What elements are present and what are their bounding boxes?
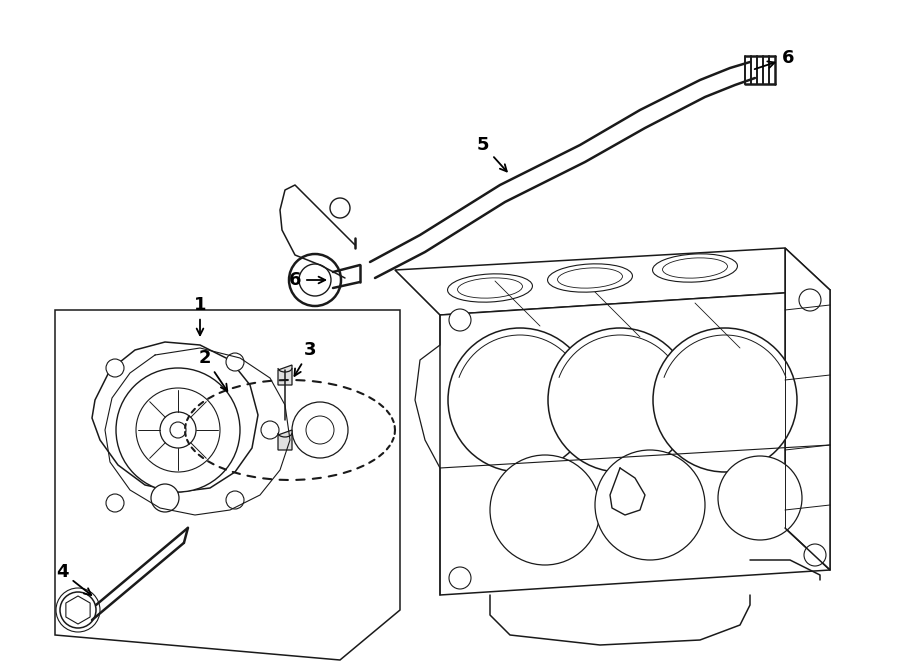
Circle shape — [151, 484, 179, 512]
Text: 3: 3 — [294, 341, 316, 376]
Circle shape — [653, 328, 797, 472]
Polygon shape — [55, 310, 400, 660]
Circle shape — [292, 402, 348, 458]
Circle shape — [306, 416, 334, 444]
Circle shape — [799, 289, 821, 311]
Text: 5: 5 — [477, 136, 507, 171]
Circle shape — [804, 544, 826, 566]
Ellipse shape — [662, 258, 727, 278]
Ellipse shape — [652, 254, 737, 282]
Polygon shape — [440, 290, 830, 595]
Polygon shape — [785, 248, 830, 570]
Text: 6: 6 — [754, 49, 795, 69]
Circle shape — [448, 328, 592, 472]
Circle shape — [449, 567, 471, 589]
Circle shape — [449, 309, 471, 331]
Circle shape — [289, 254, 341, 306]
Polygon shape — [278, 430, 292, 450]
Ellipse shape — [547, 264, 633, 292]
Circle shape — [299, 264, 331, 296]
Circle shape — [490, 455, 600, 565]
Ellipse shape — [557, 268, 623, 288]
Text: 4: 4 — [56, 563, 91, 595]
Polygon shape — [92, 342, 258, 492]
Circle shape — [116, 368, 240, 492]
Polygon shape — [66, 596, 90, 624]
Circle shape — [718, 456, 802, 540]
Circle shape — [261, 421, 279, 439]
Text: 1: 1 — [194, 296, 206, 335]
Circle shape — [595, 450, 705, 560]
Circle shape — [106, 359, 124, 377]
Circle shape — [226, 353, 244, 371]
Polygon shape — [278, 365, 292, 385]
Circle shape — [106, 494, 124, 512]
Ellipse shape — [457, 278, 523, 298]
Circle shape — [330, 198, 350, 218]
Circle shape — [136, 388, 220, 472]
Circle shape — [170, 422, 186, 438]
Text: 2: 2 — [199, 349, 228, 391]
Circle shape — [160, 412, 196, 448]
Ellipse shape — [447, 274, 533, 302]
Text: 6: 6 — [289, 271, 325, 289]
Polygon shape — [395, 248, 830, 315]
Circle shape — [60, 592, 96, 628]
Circle shape — [226, 491, 244, 509]
Circle shape — [548, 328, 692, 472]
